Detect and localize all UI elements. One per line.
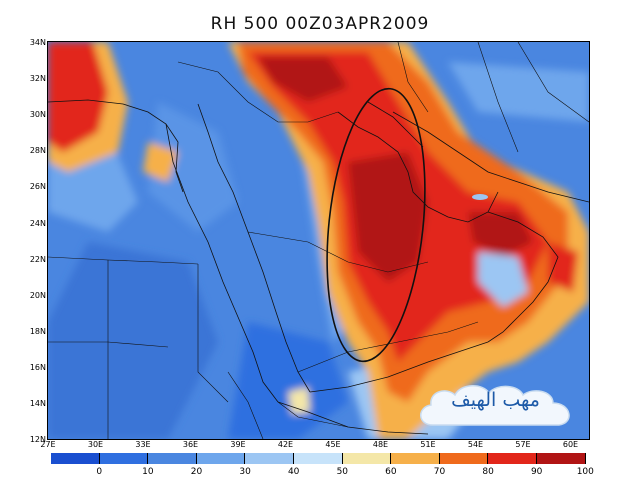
lon-label: 30E [87, 440, 104, 449]
lat-label: 20N [29, 290, 46, 300]
humidity-field [48, 42, 589, 439]
lat-label: 14N [29, 399, 46, 408]
highlight-ellipse [326, 87, 426, 363]
colorbar-label: 60 [385, 467, 397, 477]
lat-label: 30N [29, 110, 46, 120]
lat-label: 16N [29, 362, 46, 372]
colorbar-segment [99, 453, 149, 464]
lon-label: 36E [182, 440, 199, 449]
colorbar-segment [439, 453, 489, 464]
colorbar-segment [196, 453, 246, 464]
lon-label: 51E [420, 440, 436, 449]
colorbar-label: 80 [482, 467, 494, 477]
colorbar-label: 40 [287, 467, 300, 477]
colorbar-label: 100 [576, 467, 594, 477]
colorbar-label: 50 [336, 467, 349, 477]
colorbar-label: 10 [142, 467, 154, 477]
lon-label: 57E [515, 440, 531, 449]
lon-label: 27E [40, 440, 56, 449]
colorbar-segment [245, 453, 294, 464]
colorbar-label: 70 [433, 467, 446, 477]
colorbar-segment [391, 453, 440, 464]
map-frame [47, 41, 590, 440]
lat-label: 18N [29, 326, 46, 336]
colorbar-label: 20 [190, 467, 203, 477]
lon-label: 54E [467, 440, 484, 449]
colorbar-segment [148, 453, 197, 464]
lon-label: 45E [325, 440, 341, 449]
colorbar-segment [51, 453, 100, 464]
map-title: RH 500 00Z03APR2009 [210, 14, 430, 34]
colorbar-segment [293, 453, 343, 464]
lon-label: 48E [372, 440, 389, 449]
lon-label: 39E [230, 440, 246, 449]
colorbar-label: 90 [530, 467, 543, 477]
colorbar-label: 30 [239, 467, 251, 477]
colorbar-label: 0 [96, 467, 103, 477]
lat-label: 28N [29, 146, 46, 156]
lat-label: 12N [29, 435, 46, 445]
lon-label: 33E [135, 440, 151, 449]
lon-label: 60E [562, 440, 579, 449]
watermark-cloud [420, 385, 570, 426]
lat-label: 24N [29, 218, 46, 228]
colorbar-segment [536, 453, 586, 464]
colorbar-segment [342, 453, 392, 464]
lat-label: 34N [29, 38, 46, 47]
colorbar [51, 453, 586, 464]
lon-label: 42E [277, 440, 294, 449]
watermark-text: مهب الهيف [451, 389, 540, 411]
lat-label: 32N [29, 74, 46, 84]
colorbar-segment [488, 453, 537, 464]
lat-label: 22N [29, 254, 46, 264]
lat-label: 26N [29, 182, 46, 192]
